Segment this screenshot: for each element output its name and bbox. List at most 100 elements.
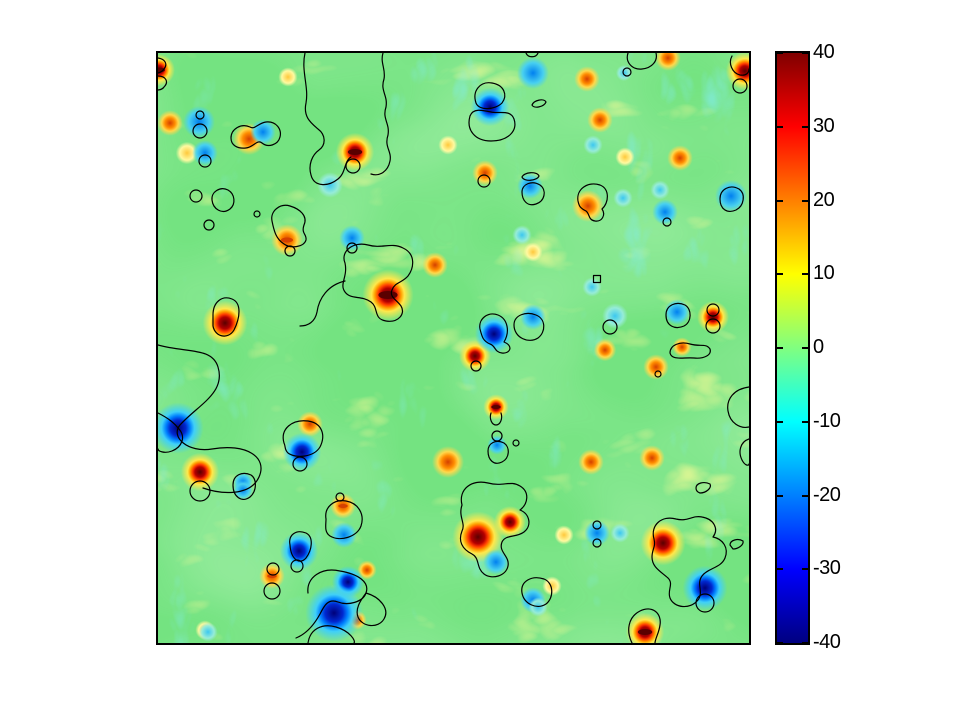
contour-line (654, 370, 662, 378)
contour-line (284, 245, 296, 257)
vortex-negative (474, 314, 514, 354)
colorbar-tick (777, 642, 783, 644)
vortex-core (347, 149, 363, 155)
contour-line (479, 313, 511, 354)
contour-line (477, 174, 491, 188)
vortex-positive (587, 107, 613, 133)
contour-line (525, 53, 539, 58)
contour-line (739, 438, 749, 466)
contour-line (729, 539, 744, 550)
vortex-positive (554, 525, 574, 545)
contour-line (592, 520, 602, 530)
vortex-positive (615, 147, 635, 167)
contour-line (292, 456, 308, 472)
contour-line (158, 75, 168, 91)
vortex-negative (198, 622, 218, 642)
vortex-negative (158, 402, 204, 454)
vortex-negative (483, 549, 509, 575)
colorbar-tick-label: 20 (813, 188, 835, 211)
contour-line (662, 217, 672, 227)
contour-line (577, 183, 608, 222)
vortex-negative (192, 140, 218, 166)
contour-line (592, 274, 602, 284)
colorbar-tick (802, 273, 808, 276)
contour-line (212, 297, 240, 337)
colorbar-tick (802, 568, 808, 571)
contour-line (189, 480, 211, 502)
vortex-negative (602, 303, 628, 329)
vortex-positive (578, 449, 604, 475)
contour-line (521, 172, 540, 181)
contour-line (158, 412, 184, 453)
contour-line (669, 342, 711, 359)
contour-line (521, 577, 553, 607)
vortices-layer (158, 53, 749, 643)
colorbar-tick (777, 273, 783, 276)
vortex-negative (650, 180, 670, 200)
colorbar-tick-label: -30 (813, 557, 841, 580)
vortex-positive (643, 354, 669, 380)
contour-line (470, 360, 482, 372)
colorbar-tick-label: 10 (813, 262, 835, 285)
contour-line (282, 420, 324, 457)
contour-line (346, 242, 358, 254)
colorbar (775, 51, 810, 645)
contour-line (325, 500, 363, 540)
contour-line (195, 110, 205, 120)
contour-line (370, 53, 391, 176)
vortex-negative (305, 584, 363, 642)
vortex-positive (422, 252, 448, 278)
contour-line (512, 439, 520, 447)
contour-line (307, 625, 355, 643)
vortex-positive (297, 411, 323, 437)
colorbar-tick (777, 420, 783, 423)
vortex-positive (574, 66, 600, 92)
vortex-core (281, 237, 293, 243)
contour-line (192, 123, 208, 139)
contour-line (356, 592, 387, 627)
contour-line (459, 481, 530, 578)
vortex-positive (180, 452, 220, 492)
vortex-positive (697, 301, 729, 333)
contour-line (513, 312, 545, 341)
colorbar-tick (777, 568, 783, 571)
colorbar-tick (777, 347, 783, 349)
contour-line (232, 472, 256, 500)
contour-line (303, 53, 352, 186)
vortex-positive (572, 190, 604, 222)
vortex-negative (582, 277, 602, 297)
colorbar-tick (777, 199, 783, 202)
vortex-positive (625, 612, 665, 643)
vortex-positive (672, 337, 692, 357)
contour-line (651, 516, 727, 608)
vortex-positive (158, 110, 183, 136)
colorbar-tick (777, 494, 783, 497)
colorbar-tick (802, 347, 808, 349)
plot-frame (156, 51, 751, 645)
contour-line (719, 186, 744, 212)
vortex-positive (175, 141, 199, 165)
vortex-positive (655, 53, 681, 71)
vortex-negative (610, 523, 630, 543)
contour-line (602, 319, 618, 335)
contour-line (628, 608, 661, 643)
colorbar-tick-label: 30 (813, 114, 835, 137)
contour-line (295, 569, 368, 639)
contour-line (299, 280, 346, 327)
vortex-positive (640, 520, 686, 566)
contour-line (290, 559, 304, 573)
contour-line (253, 210, 261, 218)
colorbar-tick (802, 642, 808, 644)
vortex-negative (512, 225, 532, 245)
vortex-negative (715, 180, 747, 212)
contour-line (230, 121, 281, 149)
contour-line (521, 182, 545, 206)
contour-line (342, 243, 414, 322)
contour-line (203, 219, 215, 231)
contour-line (706, 303, 720, 317)
vortex-negative (282, 432, 322, 472)
contour-line (705, 318, 721, 334)
colorbar-tick (802, 52, 808, 54)
contour-line (622, 67, 632, 77)
contour-line (158, 57, 167, 74)
